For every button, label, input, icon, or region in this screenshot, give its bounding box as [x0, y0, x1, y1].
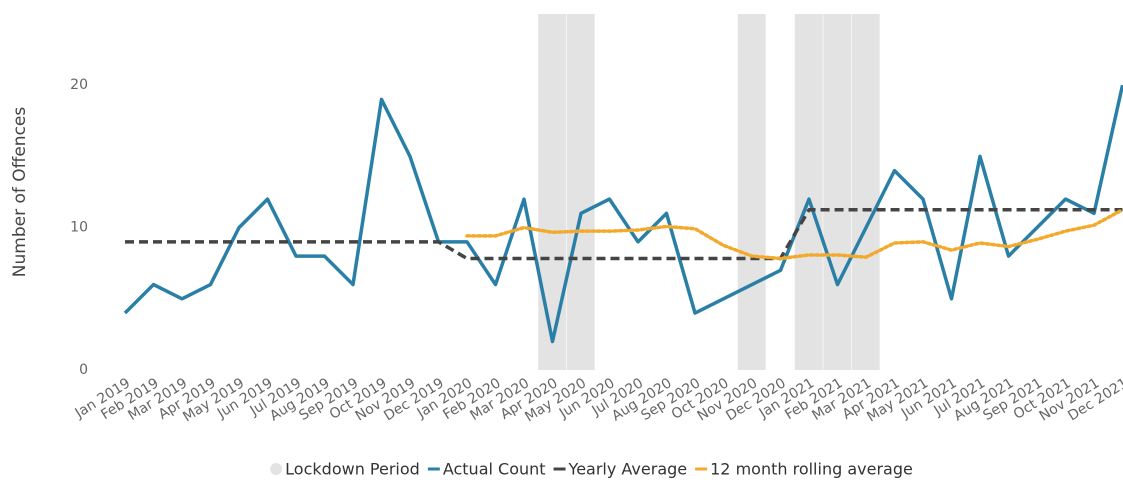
legend-marker: [270, 463, 283, 475]
lockdown-bar: [737, 14, 766, 370]
legend-label: Yearly Average: [568, 460, 688, 479]
legend-item: Lockdown Period: [270, 460, 420, 479]
legend-label: Actual Count: [443, 460, 546, 479]
y-tick-label: 10: [70, 220, 88, 236]
lockdown-bar: [538, 14, 567, 370]
legend-label: 12 month rolling average: [710, 460, 913, 479]
legend-item: Actual Count: [427, 460, 546, 479]
legend-item: Yearly Average: [553, 460, 688, 479]
y-tick-label: 0: [79, 362, 88, 378]
series-line: [123, 84, 1123, 344]
y-tick-label: 20: [70, 77, 88, 93]
lockdown-bar: [566, 14, 595, 370]
legend-label: Lockdown Period: [285, 460, 420, 479]
legend-item: 12 month rolling average: [695, 460, 913, 479]
lockdown-bar: [794, 14, 823, 370]
lockdown-bar: [851, 14, 880, 370]
y-axis-title: Number of Offences: [10, 107, 30, 278]
series-line: [465, 208, 1123, 261]
legend: Lockdown Period Actual Count Yearly Averag…: [270, 460, 913, 479]
lockdown-bar: [823, 14, 852, 370]
